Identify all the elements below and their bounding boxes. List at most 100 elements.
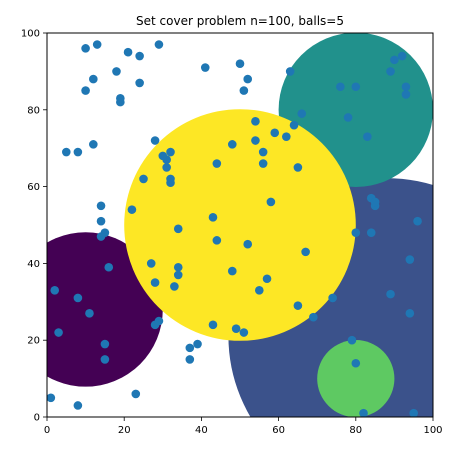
- data-point: [251, 117, 260, 126]
- data-point: [81, 86, 90, 95]
- y-tick-label: 20: [27, 336, 40, 347]
- ball-4: [317, 340, 395, 417]
- plot-frame: [46, 32, 434, 418]
- x-tick-label: 100: [423, 425, 442, 436]
- data-point: [158, 151, 168, 161]
- points-layer: [47, 40, 422, 417]
- data-point: [150, 278, 160, 287]
- data-point: [96, 232, 106, 241]
- data-point: [208, 213, 218, 222]
- data-point: [397, 51, 407, 61]
- data-point: [359, 408, 368, 417]
- data-point: [154, 316, 164, 326]
- data-point: [123, 47, 133, 57]
- data-point: [258, 159, 268, 168]
- data-point: [100, 355, 110, 364]
- data-point: [401, 90, 411, 99]
- data-point: [89, 74, 98, 84]
- data-point: [409, 408, 418, 417]
- data-point: [112, 67, 121, 76]
- data-point: [166, 147, 175, 157]
- data-point: [131, 389, 141, 399]
- data-point: [62, 147, 71, 157]
- data-point: [239, 86, 249, 95]
- data-point: [81, 44, 90, 53]
- data-point: [370, 197, 380, 207]
- y-tick-label: 80: [27, 105, 40, 116]
- data-point: [282, 132, 291, 141]
- data-point: [251, 136, 260, 145]
- data-point: [47, 393, 56, 403]
- x-axis: 0 20 40 60 80 100: [44, 417, 443, 436]
- data-point: [85, 309, 94, 318]
- data-point: [135, 78, 144, 88]
- plot-area: [47, 33, 433, 417]
- x-tick-label: 80: [349, 425, 362, 436]
- data-point: [212, 236, 222, 245]
- ball-5: [124, 109, 356, 341]
- data-point: [343, 113, 353, 122]
- data-point: [390, 55, 399, 65]
- data-point: [89, 140, 98, 149]
- data-point: [227, 266, 237, 276]
- data-point: [50, 285, 60, 295]
- data-point: [254, 285, 264, 295]
- x-tick-label: 60: [272, 425, 285, 436]
- x-tick-label: 20: [118, 425, 131, 436]
- data-point: [150, 136, 160, 145]
- data-point: [73, 401, 83, 410]
- data-point: [405, 255, 415, 264]
- y-tick-label: 100: [21, 29, 40, 40]
- data-point: [73, 147, 83, 157]
- data-point: [386, 67, 395, 76]
- x-tick-label: 0: [44, 425, 50, 436]
- data-point: [96, 216, 106, 226]
- data-point: [293, 301, 303, 310]
- data-point: [193, 339, 202, 349]
- data-point: [104, 262, 114, 272]
- data-point: [96, 201, 106, 211]
- data-point: [289, 120, 299, 130]
- data-point: [231, 324, 241, 333]
- data-point: [146, 259, 156, 268]
- data-point: [54, 328, 63, 337]
- data-point: [139, 174, 148, 184]
- data-point: [100, 339, 110, 349]
- data-point: [173, 270, 183, 280]
- data-point: [351, 358, 361, 368]
- data-point: [135, 51, 144, 61]
- data-point: [366, 228, 376, 237]
- data-point: [116, 97, 125, 107]
- data-point: [297, 109, 307, 118]
- y-tick-label: 40: [27, 259, 40, 270]
- data-point: [92, 40, 102, 49]
- data-point: [243, 239, 253, 249]
- chart-title: Set cover problem n=100, balls=5: [136, 14, 344, 28]
- data-point: [170, 282, 179, 291]
- data-point: [328, 293, 337, 303]
- data-point: [336, 82, 345, 92]
- y-tick-label: 60: [27, 182, 40, 193]
- y-tick-label: 0: [34, 413, 40, 424]
- data-point: [405, 309, 415, 318]
- y-axis: 0 20 40 60 80 100: [21, 29, 47, 424]
- data-point: [351, 82, 361, 92]
- data-point: [270, 128, 280, 138]
- x-tick-label: 40: [195, 425, 208, 436]
- data-point: [73, 293, 83, 303]
- data-point: [285, 67, 295, 76]
- data-point: [243, 74, 253, 84]
- balls-layer: [47, 33, 433, 417]
- data-point: [185, 355, 195, 364]
- data-point: [127, 205, 137, 214]
- data-point: [386, 289, 395, 299]
- data-point: [200, 63, 210, 72]
- data-point: [266, 197, 276, 207]
- data-point: [239, 328, 249, 337]
- data-point: [208, 320, 218, 330]
- data-point: [351, 228, 361, 237]
- data-point: [258, 147, 268, 157]
- data-point: [309, 312, 318, 322]
- data-point: [413, 216, 422, 226]
